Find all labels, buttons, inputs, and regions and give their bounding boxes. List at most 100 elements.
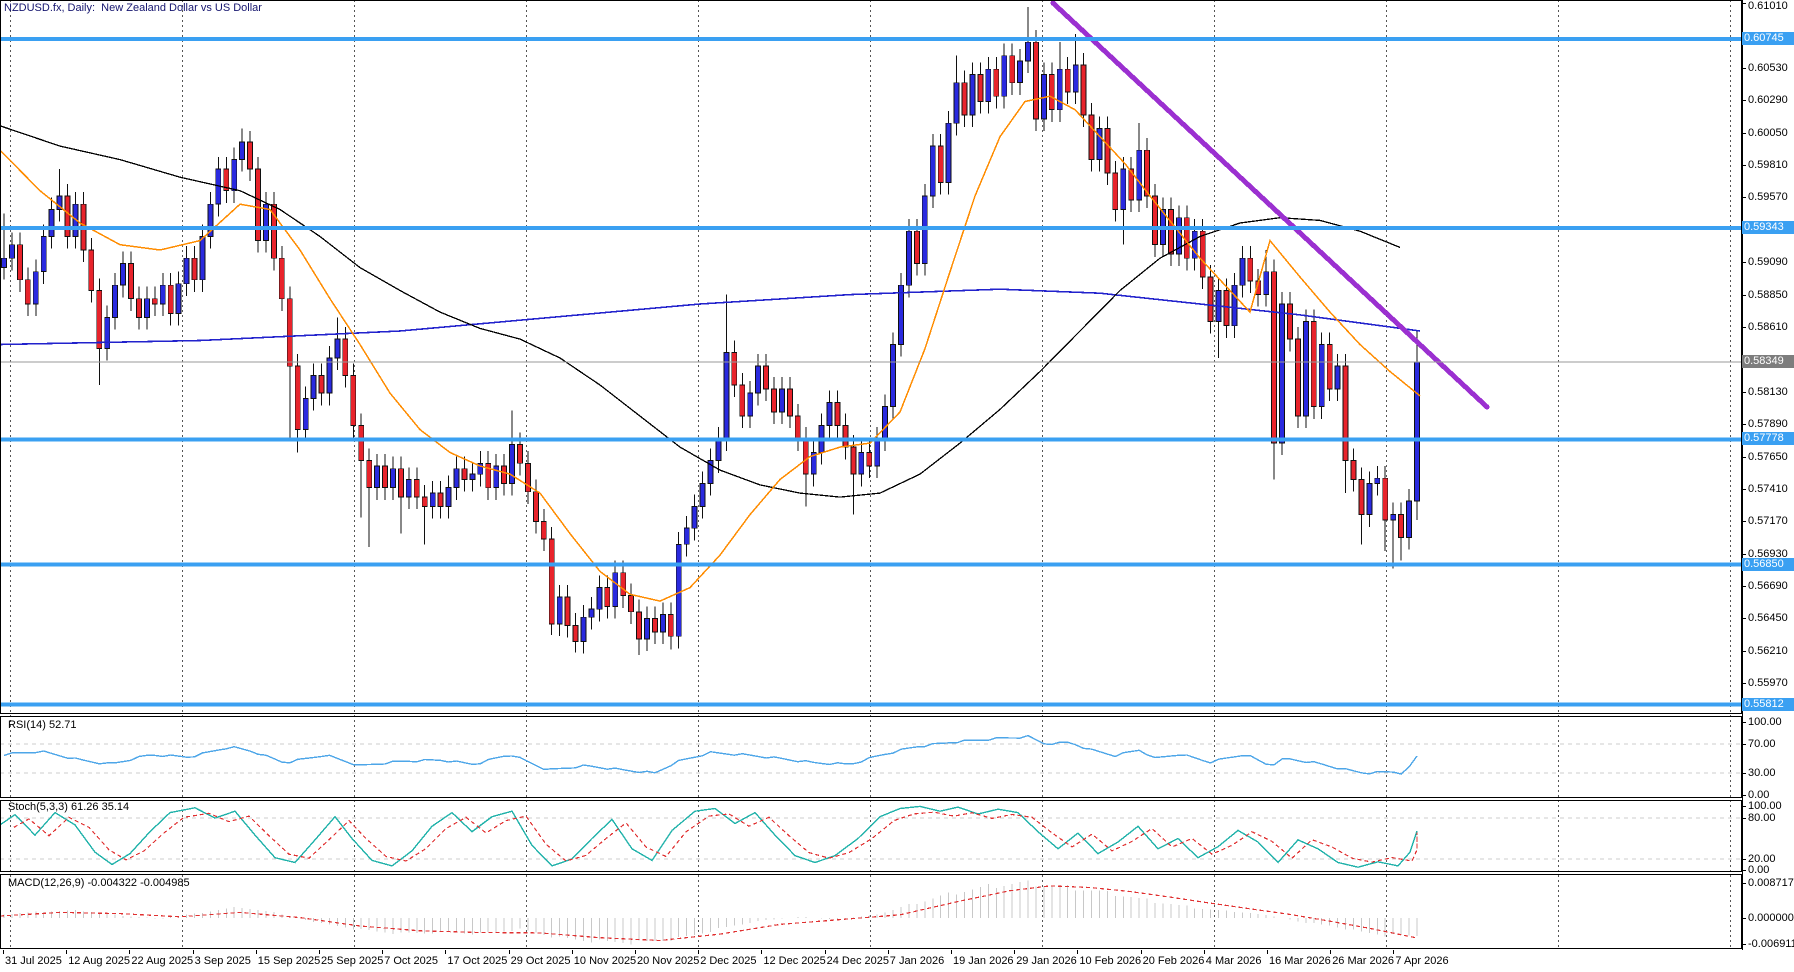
price-tick <box>1742 133 1746 134</box>
price-tick <box>1742 773 1746 774</box>
price-tick <box>1742 262 1746 263</box>
stoch-d-value: 35.14 <box>101 801 130 813</box>
stoch-k-value: 61.26 <box>70 801 99 813</box>
chart-title: NZDUSD.fx, Daily: New Zealand Dollar vs … <box>4 2 262 14</box>
price-tick <box>1742 392 1746 393</box>
price-tick <box>1742 651 1746 652</box>
date-tick <box>255 950 257 954</box>
price-tick <box>1742 870 1746 871</box>
macd-value: -0.004322 <box>87 877 138 889</box>
date-tick <box>698 950 700 954</box>
price-tick-label: 0.57170 <box>1748 515 1788 527</box>
date-tick <box>3 950 4 954</box>
date-tick-label: 24 Dec 2025 <box>826 955 889 967</box>
price-tick <box>1742 295 1746 296</box>
price-tick <box>1742 859 1746 860</box>
macd-label: MACD(12,26,9) -0.004322 -0.004985 <box>8 877 190 889</box>
price-tick-label: -0.006911 <box>1748 938 1794 950</box>
level-price-badge: 0.59343 <box>1742 221 1794 234</box>
price-tick <box>1742 554 1746 555</box>
price-tick-label: 0.00 <box>1748 789 1770 801</box>
price-tick <box>1742 197 1746 198</box>
date-tick <box>1330 950 1332 954</box>
price-tick-label: 0.56930 <box>1748 548 1788 560</box>
price-tick <box>1742 722 1746 723</box>
date-tick-label: 26 Mar 2026 <box>1332 955 1394 967</box>
price-tick-label: 0.61010 <box>1748 0 1788 12</box>
price-tick-label: 20.00 <box>1748 853 1776 865</box>
price-tick-label: 0.59810 <box>1748 159 1788 171</box>
price-tick <box>1742 618 1746 619</box>
price-tick <box>1742 586 1746 587</box>
date-tick-label: 4 Mar 2026 <box>1205 955 1262 967</box>
level-price-badge: 0.60745 <box>1742 32 1794 45</box>
price-axis[interactable]: 0.61010 0.60530 0.60290 0.60050 0.59810 0.595… <box>1742 0 1794 950</box>
price-tick <box>1742 918 1746 919</box>
date-tick-label: 19 Jan 2026 <box>953 955 1014 967</box>
price-tick-label: 0.60290 <box>1748 94 1788 106</box>
date-tick-label: 17 Oct 2025 <box>447 955 508 967</box>
price-tick-label: 70.00 <box>1748 738 1776 750</box>
time-axis[interactable]: 31 Jul 2025 12 Aug 2025 22 Aug 2025 3 Sep 2… <box>0 950 1742 972</box>
current-price-badge: 0.58349 <box>1742 355 1794 368</box>
date-tick <box>192 950 194 954</box>
price-tick-label: 0.58130 <box>1748 386 1788 398</box>
date-tick-label: 15 Sep 2025 <box>257 955 321 967</box>
date-tick <box>824 950 826 954</box>
price-tick-label: 0.59570 <box>1748 191 1788 203</box>
date-tick <box>1077 950 1079 954</box>
date-tick-label: 16 Mar 2026 <box>1269 955 1331 967</box>
date-tick <box>382 950 384 954</box>
price-tick-label: 0.55970 <box>1748 677 1788 689</box>
price-tick-label: 100.00 <box>1748 716 1782 728</box>
date-tick-label: 10 Nov 2025 <box>573 955 637 967</box>
price-tick <box>1742 744 1746 745</box>
date-tick <box>1140 950 1142 954</box>
price-tick <box>1742 795 1746 796</box>
level-price-badge: 0.55812 <box>1742 698 1794 711</box>
price-tick <box>1742 165 1746 166</box>
price-tick-label: 0.56690 <box>1748 580 1788 592</box>
date-tick <box>571 950 573 954</box>
price-tick-label: 0.60050 <box>1748 127 1788 139</box>
date-tick-label: 29 Oct 2025 <box>510 955 571 967</box>
price-tick-label: 0.56210 <box>1748 645 1788 657</box>
rsi-value: 52.71 <box>48 719 77 731</box>
level-price-badge: 0.57778 <box>1742 432 1794 445</box>
date-tick <box>445 950 447 954</box>
price-tick-label: 0.60530 <box>1748 62 1788 74</box>
macd-signal-value: -0.004985 <box>140 877 190 889</box>
price-tick-label: 0.56450 <box>1748 612 1788 624</box>
stoch-label: Stoch(5,3,3) 61.26 35.14 <box>8 801 130 813</box>
date-tick-label: 12 Aug 2025 <box>68 955 130 967</box>
date-tick-label: 20 Nov 2025 <box>637 955 700 967</box>
date-tick <box>129 950 131 954</box>
price-tick-label: 0.58850 <box>1748 289 1788 301</box>
date-tick <box>319 950 320 954</box>
price-tick-label: 0.57410 <box>1748 483 1788 495</box>
price-tick <box>1742 424 1746 425</box>
price-tick-label: 0.008717 <box>1748 877 1794 889</box>
price-tick-label: 80.00 <box>1748 812 1776 824</box>
date-tick <box>635 950 636 954</box>
price-tick <box>1742 100 1746 101</box>
price-tick <box>1742 521 1746 522</box>
price-tick <box>1742 3 1746 4</box>
price-tick <box>1742 68 1746 69</box>
rsi-label: RSI(14) 52.71 <box>8 719 77 731</box>
price-tick-label: 0.00 <box>1748 864 1770 876</box>
price-tick-label: 0.57650 <box>1748 451 1788 463</box>
price-tick <box>1742 489 1746 490</box>
price-chart-canvas[interactable] <box>0 0 1742 950</box>
price-tick <box>1742 327 1746 328</box>
date-tick-label: 25 Sep 2025 <box>321 955 384 967</box>
date-tick <box>887 950 889 954</box>
price-tick-label: 0.59090 <box>1748 256 1788 268</box>
price-tick <box>1742 818 1746 819</box>
date-tick-label: 12 Dec 2025 <box>763 955 826 967</box>
date-tick-label: 20 Feb 2026 <box>1142 955 1205 967</box>
date-tick-label: 22 Aug 2025 <box>131 955 194 967</box>
date-tick-label: 10 Feb 2026 <box>1079 955 1142 967</box>
price-tick <box>1742 457 1746 458</box>
